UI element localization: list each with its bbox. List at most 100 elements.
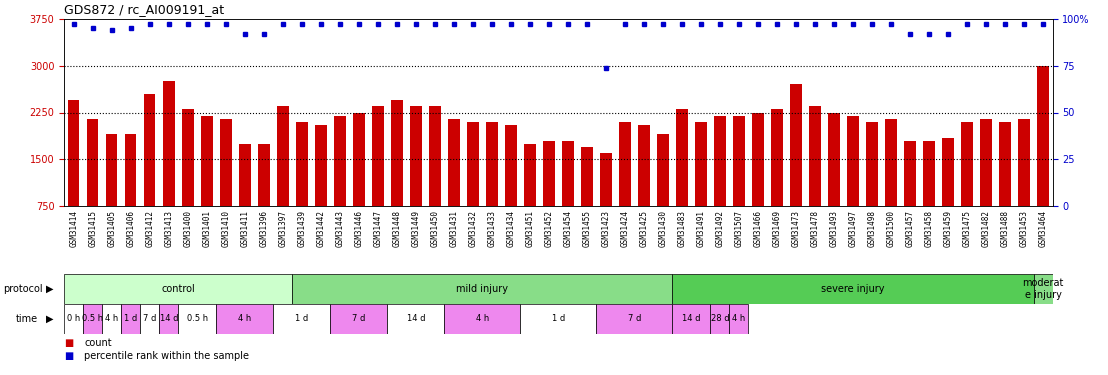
Text: time: time [16,314,38,324]
Bar [449,119,460,206]
Text: GSM31451: GSM31451 [525,210,534,247]
Text: 14 d: 14 d [160,314,178,323]
Text: GSM31497: GSM31497 [849,210,858,247]
Text: 0 h: 0 h [68,314,81,323]
Text: GSM31464: GSM31464 [1038,210,1047,247]
Text: GSM31475: GSM31475 [963,210,972,247]
Text: GSM31424: GSM31424 [620,210,629,247]
Text: GSM31439: GSM31439 [297,210,306,247]
Bar [388,304,444,334]
Bar [619,122,630,206]
Bar [353,112,365,206]
Text: ▶: ▶ [45,314,53,324]
Text: GSM31500: GSM31500 [886,210,895,247]
Text: ▶: ▶ [45,284,53,294]
Text: GSM31458: GSM31458 [924,210,934,247]
Text: GSM31452: GSM31452 [544,210,553,247]
Bar [372,106,383,206]
Bar [582,147,593,206]
Bar [106,134,117,206]
Text: moderat
e injury: moderat e injury [1023,278,1064,300]
Bar [962,122,973,206]
Bar [486,122,497,206]
Bar [468,122,479,206]
Bar [293,274,673,304]
Bar [638,125,649,206]
Text: 1 d: 1 d [295,314,308,323]
Bar [68,100,80,206]
Text: 1 d: 1 d [124,314,137,323]
Text: GSM31443: GSM31443 [336,210,345,247]
Text: GSM31483: GSM31483 [677,210,687,247]
Text: protocol: protocol [3,284,43,294]
Bar [391,100,402,206]
Bar [904,141,915,206]
Bar [923,141,935,206]
Bar [710,304,729,334]
Text: 28 d: 28 d [710,314,729,323]
Text: GSM31400: GSM31400 [183,210,193,247]
Text: GSM31447: GSM31447 [373,210,382,247]
Text: percentile rank within the sample: percentile rank within the sample [84,351,249,361]
Bar [121,304,141,334]
Bar [524,144,535,206]
Bar [88,119,99,206]
Bar [216,304,274,334]
Text: GSM31466: GSM31466 [753,210,762,247]
Text: GSM31454: GSM31454 [564,210,573,247]
Bar [178,304,216,334]
Text: GSM31448: GSM31448 [392,210,401,247]
Bar [999,122,1010,206]
Bar [885,119,896,206]
Text: GSM31410: GSM31410 [222,210,230,247]
Text: GSM31457: GSM31457 [905,210,914,247]
Bar [141,304,160,334]
Bar [673,304,710,334]
Bar [163,81,174,206]
Bar [1018,119,1029,206]
Bar [673,274,1034,304]
Text: GSM31473: GSM31473 [791,210,800,247]
Text: GSM31450: GSM31450 [430,210,440,247]
Bar [676,110,688,206]
Text: 0.5 h: 0.5 h [82,314,103,323]
Text: 4 h: 4 h [105,314,119,323]
Bar [160,304,178,334]
Bar [601,153,612,206]
Text: GSM31423: GSM31423 [602,210,611,247]
Text: GSM31406: GSM31406 [126,210,135,247]
Bar [429,106,441,206]
Text: GSM31446: GSM31446 [355,210,363,247]
Bar [64,274,293,304]
Bar [505,125,516,206]
Text: GSM31469: GSM31469 [772,210,781,247]
Text: GSM31396: GSM31396 [259,210,268,247]
Text: 1 d: 1 d [552,314,565,323]
Text: GSM31478: GSM31478 [811,210,820,247]
Bar [315,125,327,206]
Bar [239,144,250,206]
Bar [596,304,673,334]
Text: 14 d: 14 d [407,314,425,323]
Text: GDS872 / rc_AI009191_at: GDS872 / rc_AI009191_at [64,3,225,16]
Bar [1037,66,1049,206]
Bar [866,122,878,206]
Text: GSM31507: GSM31507 [735,210,743,247]
Text: GSM31433: GSM31433 [488,210,496,247]
Bar [809,106,821,206]
Text: ■: ■ [64,338,73,348]
Text: 0.5 h: 0.5 h [187,314,208,323]
Bar [771,110,782,206]
Text: 4 h: 4 h [732,314,746,323]
Bar [202,116,213,206]
Text: GSM31413: GSM31413 [164,210,173,247]
Bar [657,134,668,206]
Bar [296,122,308,206]
Text: ■: ■ [64,351,73,361]
Text: GSM31459: GSM31459 [944,210,953,247]
Text: count: count [84,338,112,348]
Text: 4 h: 4 h [238,314,252,323]
Bar [729,304,749,334]
Text: GSM31434: GSM31434 [506,210,515,247]
Bar [102,304,121,334]
